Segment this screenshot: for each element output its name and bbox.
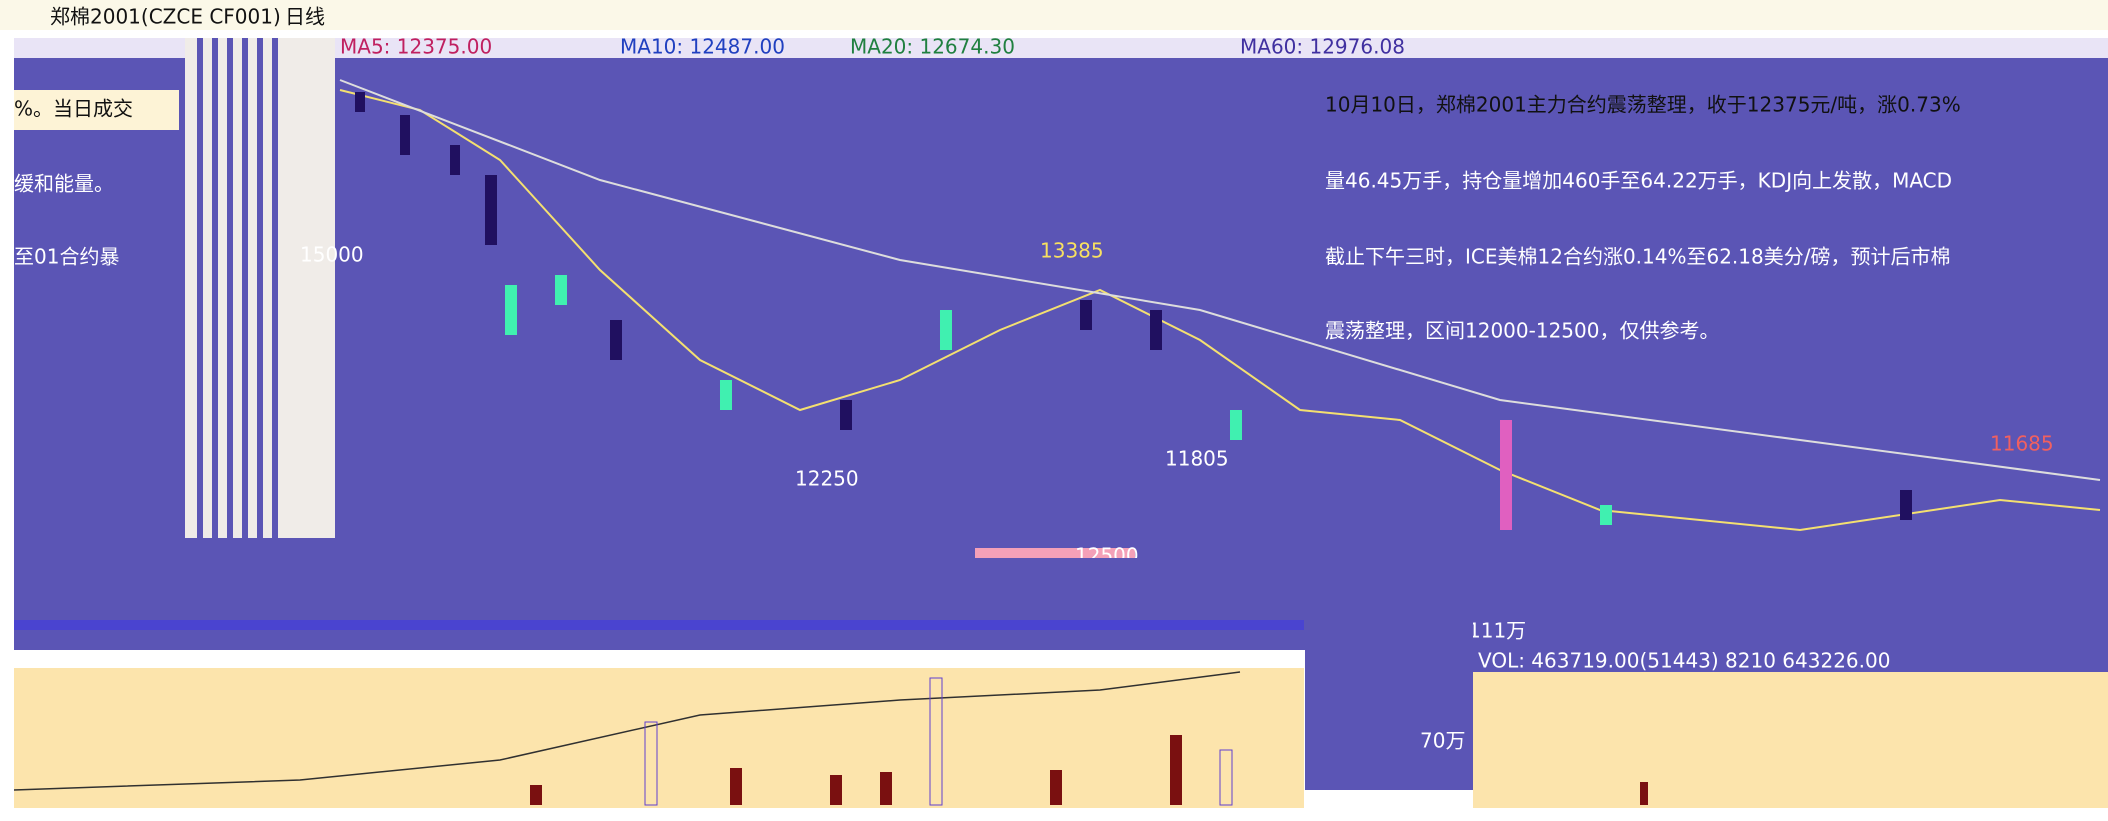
ma: MA5: 12375.00 bbox=[340, 35, 492, 59]
page: 郑棉2001(CZCE CF001) 日线 MA5: 12375.00 MA10… bbox=[0, 0, 2108, 817]
stripe bbox=[14, 620, 1304, 630]
vol-scale: 111万 bbox=[1468, 619, 1526, 643]
vol-scale: 70万 bbox=[1420, 729, 1465, 753]
commentary: 震荡整理，区间12000-12500，仅供参考。 bbox=[1325, 319, 1719, 343]
vol-legend: VOL: 463719.00(51443) 8210 643226.00 bbox=[1478, 649, 1890, 673]
left-note: %。当日成交 bbox=[14, 97, 133, 121]
overlay bbox=[1305, 560, 1473, 790]
left-note: 缓和能量。 bbox=[14, 172, 114, 196]
ma: MA20: 12674.30 bbox=[850, 35, 1015, 59]
price-label: 11805 bbox=[1165, 447, 1229, 471]
period[interactable]: 日线 bbox=[285, 5, 325, 29]
price-label: 15000 bbox=[300, 243, 364, 267]
price-label: 12250 bbox=[795, 467, 859, 491]
ma: MA60: 12976.08 bbox=[1240, 35, 1405, 59]
price-label: 13385 bbox=[1040, 239, 1104, 263]
ma: MA10: 12487.00 bbox=[620, 35, 785, 59]
commentary: 截止下午三时，ICE美棉12合约涨0.14%至62.18美分/磅，预计后市棉 bbox=[1325, 245, 1950, 269]
commentary: 量46.45万手，持仓量增加460手至64.22万手，KDJ向上发散，MACD bbox=[1325, 169, 1952, 193]
volume-panel bbox=[1473, 650, 2108, 808]
gap-panel bbox=[14, 558, 2108, 650]
price-label: 11685 bbox=[1990, 432, 2054, 456]
commentary: 10月10日，郑棉2001主力合约震荡整理，收于12375元/吨，涨0.73% bbox=[1325, 93, 1961, 117]
left-note: 至01合约暴 bbox=[14, 245, 119, 269]
screen: 郑棉2001(CZCE CF001) 日线 MA5: 12375.00 MA10… bbox=[0, 0, 2108, 817]
instrument: 郑棉2001(CZCE CF001) bbox=[50, 5, 281, 29]
